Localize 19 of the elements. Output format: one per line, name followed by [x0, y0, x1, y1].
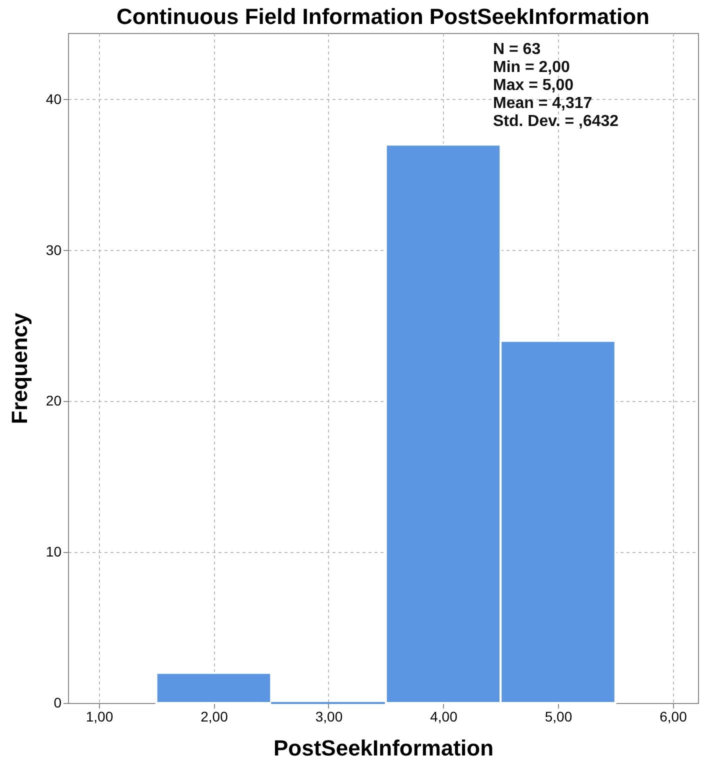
- x-tick-label: 5,00: [544, 708, 572, 724]
- y-tick-label: 0: [54, 694, 62, 710]
- x-tick-label: 6,00: [660, 708, 688, 724]
- y-tick-label: 20: [46, 392, 62, 409]
- annotation: Mean = 4,317: [493, 95, 592, 112]
- x-tick-label: 3,00: [315, 708, 343, 724]
- x-tick-label: 1,00: [86, 708, 114, 724]
- annotation: N = 63: [493, 41, 541, 58]
- y-axis-title: Frequency: [6, 312, 32, 424]
- chart-title: Continuous Field Information PostSeekInformation: [116, 4, 650, 29]
- annotation: Max = 5,00: [493, 77, 574, 94]
- x-axis-title: PostSeekInformation: [273, 736, 494, 760]
- y-tick-label: 30: [46, 242, 62, 258]
- y-tick-label: 10: [46, 544, 62, 560]
- annotation: Min = 2,00: [493, 59, 570, 76]
- y-tick-label: 40: [46, 90, 62, 107]
- x-tick-label: 4,00: [430, 708, 458, 724]
- x-tick-label: 2,00: [200, 708, 228, 724]
- annotation: Std. Dev. = ,6432: [493, 113, 619, 130]
